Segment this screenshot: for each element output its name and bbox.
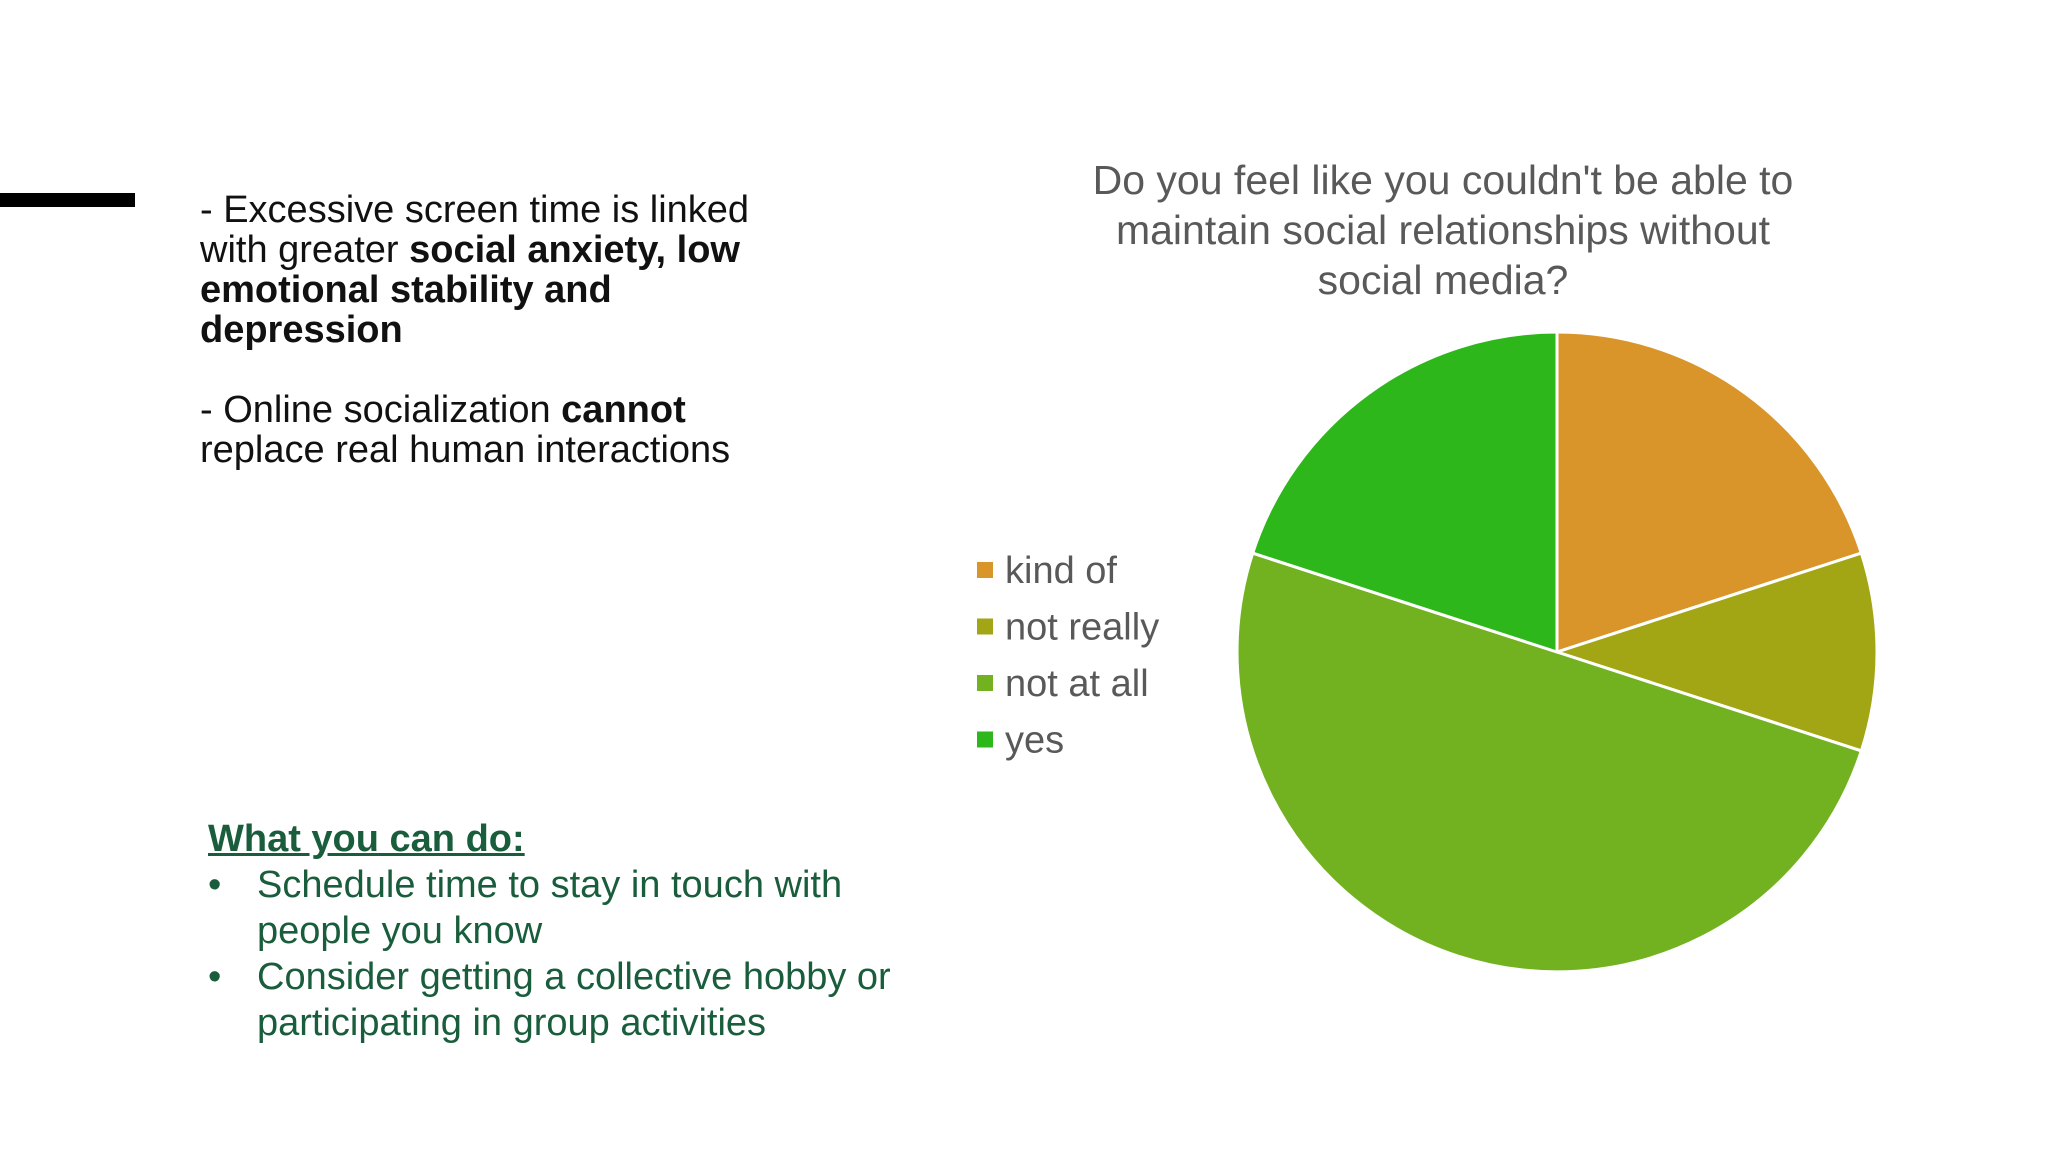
paragraph-1-bold: social anxiety, low emotional stability … bbox=[200, 229, 740, 351]
chart-title-line-2: maintain social relationships without bbox=[1116, 207, 1771, 253]
legend-label: kind of bbox=[1005, 550, 1117, 592]
chart-title-line-1: Do you feel like you couldn't be able to bbox=[1093, 157, 1794, 203]
accent-bar bbox=[0, 193, 135, 207]
paragraph-2-text: - Online socialization bbox=[200, 389, 562, 431]
legend-label: not really bbox=[1005, 607, 1159, 649]
what-you-can-do-block: What you can do: • Schedule time to stay … bbox=[208, 816, 928, 1046]
paragraph-screen-time: - Excessive screen time is linked with g… bbox=[200, 190, 820, 350]
legend-swatch bbox=[977, 618, 993, 635]
todo-item-text: Consider getting a collective hobby or p… bbox=[257, 956, 891, 1044]
legend-swatch bbox=[977, 731, 993, 748]
chart-legend: kind of not really not at all yes bbox=[977, 550, 1159, 762]
todo-item-text: Schedule time to stay in touch with peop… bbox=[257, 864, 843, 952]
pie-slices bbox=[1235, 330, 1879, 974]
todo-item: • Schedule time to stay in touch with peo… bbox=[208, 862, 928, 954]
pie-slice-not-really bbox=[1552, 551, 1879, 753]
pie-slice-not-at-all bbox=[1235, 551, 1864, 974]
legend-label: not at all bbox=[1005, 663, 1149, 705]
bullet-icon: • bbox=[208, 956, 222, 998]
legend-swatch bbox=[977, 675, 993, 691]
paragraph-1-text: - Excessive screen time is linked with g… bbox=[200, 189, 750, 271]
todo-heading: What you can do: bbox=[208, 818, 525, 860]
paragraph-online-socialization: - Online socialization cannot replace re… bbox=[200, 390, 820, 470]
legend-swatch bbox=[977, 562, 993, 578]
legend-label: yes bbox=[1005, 720, 1064, 762]
pie-slice-yes bbox=[1250, 330, 1559, 655]
chart-title-line-3: social media? bbox=[1318, 257, 1569, 303]
todo-list: • Schedule time to stay in touch with peo… bbox=[208, 862, 928, 1046]
bullet-icon: • bbox=[208, 864, 222, 906]
pie-slice-kind-of bbox=[1555, 330, 1864, 655]
chart-title: Do you feel like you couldn't be able to… bbox=[1093, 157, 1794, 303]
paragraph-2-bold: cannot bbox=[561, 389, 686, 431]
left-text-block: - Excessive screen time is linked with g… bbox=[200, 190, 820, 470]
paragraph-2-suffix: replace real human interactions bbox=[200, 429, 731, 471]
todo-item: • Consider getting a collective hobby or … bbox=[208, 954, 928, 1046]
